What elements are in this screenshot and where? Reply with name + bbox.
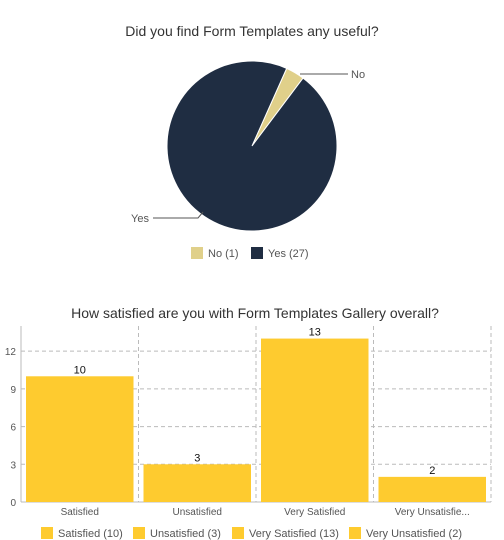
legend-swatch-yes [251,247,263,259]
bar-data-label: 3 [194,452,200,464]
bar-legend-swatch [349,527,361,539]
bar-data-label: 13 [309,327,321,339]
x-tick-label: Very Satisfied [284,507,345,518]
bar-chart: How satisfied are you with Form Template… [5,305,492,540]
y-tick-label: 9 [10,385,16,396]
bar-data-label: 10 [74,364,86,376]
pie-label-yes: Yes [131,213,149,225]
bar-1 [143,464,251,502]
pie-slices [166,60,338,232]
y-tick-label: 3 [10,460,16,471]
pie-title: Did you find Form Templates any useful? [125,23,379,39]
legend-swatch-no [191,247,203,259]
y-tick-label: 6 [10,423,16,434]
bar-legend-swatch [232,527,244,539]
bar-3 [378,476,486,502]
bar-legend-swatch [41,527,53,539]
x-tick-label: Satisfied [61,507,99,518]
bar-legend: Satisfied (10) Unsatisfied (3) Very Satisf… [41,527,462,540]
bar-marks: 10 Satisfied 3 Unsatisfied 13 Very Satisfied 2… [26,327,486,518]
y-tick-label: 12 [5,347,17,358]
y-tick-label: 0 [10,498,16,509]
bar-legend-label: Very Unsatisfied (2) [366,528,462,540]
pie-callout-yes: Yes [131,211,204,225]
bar-title: How satisfied are you with Form Template… [71,305,439,321]
pie-label-no: No [351,69,365,81]
pie-callout-line-yes [153,211,204,219]
x-tick-label: Unsatisfied [173,507,222,518]
bar-legend-swatch [133,527,145,539]
bar-legend-label: Very Satisfied (13) [249,528,339,540]
pie-callout-no: No [300,69,365,81]
legend-label-no: No (1) [208,248,239,260]
bar-data-label: 2 [429,465,435,477]
bar-2 [261,338,369,502]
x-tick-label: Very Unsatisfie... [395,507,470,518]
pie-legend: No (1) Yes (27) [191,247,309,260]
pie-slice-yes [166,60,338,232]
legend-label-yes: Yes (27) [268,248,309,260]
pie-chart: Did you find Form Templates any useful? … [125,23,379,260]
bar-legend-label: Satisfied (10) [58,528,123,540]
bar-0 [26,376,134,502]
bar-legend-label: Unsatisfied (3) [150,528,221,540]
